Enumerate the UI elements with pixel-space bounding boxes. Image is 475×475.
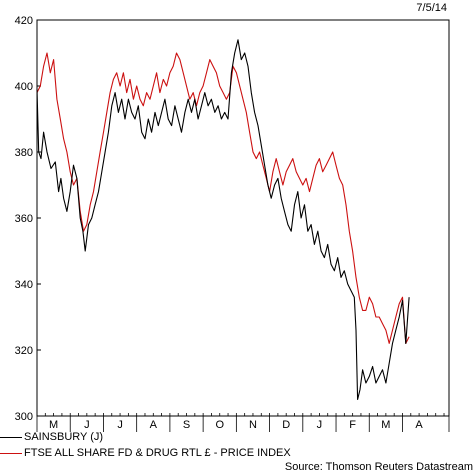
legend-swatch-ftse (0, 452, 22, 454)
legend-label-sainsbury: SAINSBURY (J) (24, 431, 104, 443)
x-month-label: O (215, 419, 224, 431)
date-stamp: 7/5/14 (416, 2, 447, 14)
x-month-label: J (317, 419, 323, 431)
x-month-label: J (117, 419, 123, 431)
legend-item-ftse: FTSE ALL SHARE FD & DRUG RTL £ - PRICE I… (0, 446, 291, 460)
x-month-label: F (349, 419, 356, 431)
source-note: Source: Thomson Reuters Datastream (284, 461, 473, 473)
plot-frame (36, 19, 450, 417)
x-month-label: S (183, 419, 190, 431)
series-layer (36, 39, 410, 401)
series-line-ftse (36, 52, 410, 344)
y-tick-label: 400 (15, 81, 33, 93)
x-month-label: A (415, 419, 423, 431)
series-line-sainsbury (36, 39, 410, 401)
y-tick-label: 420 (15, 15, 33, 27)
legend-swatch-sainsbury (0, 436, 22, 438)
x-month-label: N (249, 419, 257, 431)
legend-label-ftse: FTSE ALL SHARE FD & DRUG RTL £ - PRICE I… (24, 447, 291, 459)
y-tick-label: 340 (15, 279, 33, 291)
y-tick-label: 360 (15, 213, 33, 225)
x-month-label: A (150, 419, 158, 431)
axis-layer: 300 320 340 360 380 400 420 M J J A S O N D J F M A (15, 15, 450, 432)
y-tick-label: 320 (15, 345, 33, 357)
x-month-label: D (282, 419, 290, 431)
x-month-label: M (49, 419, 58, 431)
x-month-label: M (381, 419, 390, 431)
y-tick-label: 300 (15, 411, 33, 423)
legend-item-sainsbury: SAINSBURY (J) (0, 430, 103, 444)
x-month-label: J (84, 419, 90, 431)
y-tick-label: 380 (15, 147, 33, 159)
